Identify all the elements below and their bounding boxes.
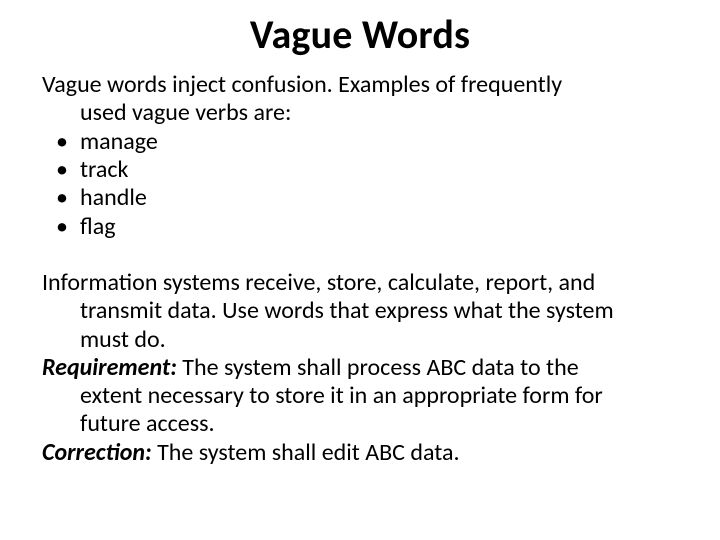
requirement-label: Requirement: bbox=[42, 353, 177, 382]
correction-paragraph: Correction: The system shall edit ABC da… bbox=[80, 439, 678, 467]
bullet-text: manage bbox=[80, 127, 158, 156]
list-item: track bbox=[42, 156, 678, 184]
requirement-paragraph: Requirement: The system shall process AB… bbox=[80, 354, 678, 439]
lead-line-1: Vague words inject confusion. Examples o… bbox=[42, 70, 562, 99]
list-item: flag bbox=[42, 213, 678, 241]
info-paragraph: Information systems receive, store, calc… bbox=[80, 269, 678, 354]
requirement-line: The system shall process ABC data to the bbox=[177, 353, 579, 382]
correction-label: Correction: bbox=[42, 438, 152, 467]
requirement-line: future access. bbox=[80, 409, 215, 438]
bullet-text: flag bbox=[80, 212, 116, 241]
slide: Vague Words Vague words inject confusion… bbox=[0, 0, 720, 540]
para-line: Information systems receive, store, calc… bbox=[42, 268, 595, 297]
bullet-list: manage track handle flag bbox=[42, 128, 678, 241]
bullet-text: track bbox=[80, 155, 128, 184]
bullet-text: handle bbox=[80, 183, 147, 212]
list-item: manage bbox=[42, 128, 678, 156]
body-text: Vague words inject confusion. Examples o… bbox=[42, 71, 678, 467]
lead-paragraph: Vague words inject confusion. Examples o… bbox=[42, 71, 678, 128]
spacer bbox=[42, 241, 678, 269]
lead-line-2: used vague verbs are: bbox=[80, 98, 291, 127]
correction-line: The system shall edit ABC data. bbox=[152, 438, 460, 467]
list-item: handle bbox=[42, 184, 678, 212]
para-line: must do. bbox=[80, 325, 166, 354]
page-title: Vague Words bbox=[42, 10, 678, 59]
para-line: transmit data. Use words that express wh… bbox=[80, 296, 614, 325]
requirement-line: extent necessary to store it in an appro… bbox=[80, 381, 603, 410]
